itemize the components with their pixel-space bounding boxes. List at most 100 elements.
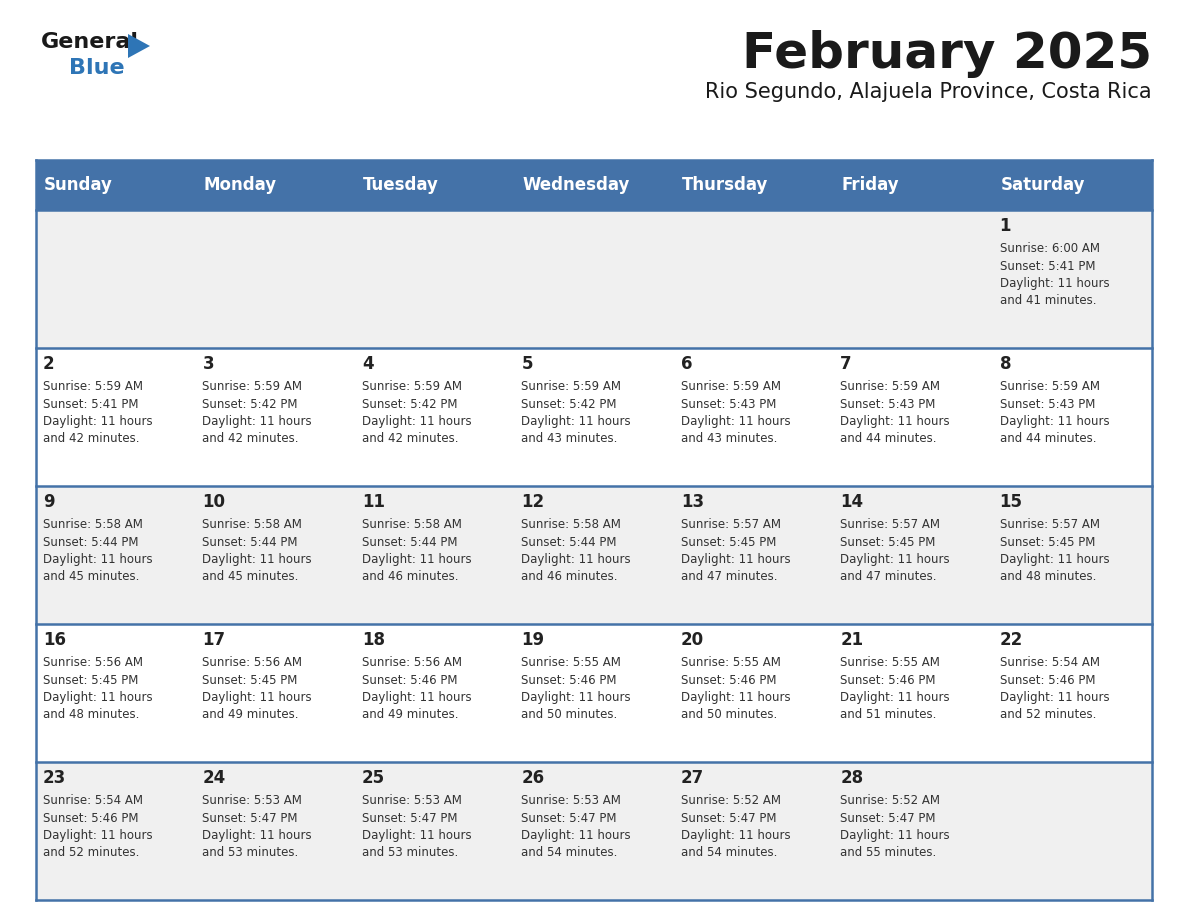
Text: Friday: Friday [841, 176, 899, 194]
Text: and 43 minutes.: and 43 minutes. [681, 432, 777, 445]
Text: Daylight: 11 hours: Daylight: 11 hours [522, 829, 631, 842]
Text: Daylight: 11 hours: Daylight: 11 hours [522, 691, 631, 704]
Text: Daylight: 11 hours: Daylight: 11 hours [840, 553, 949, 566]
Bar [674, 160, 833, 210]
Text: and 45 minutes.: and 45 minutes. [43, 570, 139, 584]
Text: and 55 minutes.: and 55 minutes. [840, 846, 936, 859]
Text: Daylight: 11 hours: Daylight: 11 hours [362, 553, 472, 566]
Text: 3: 3 [202, 355, 214, 373]
Bar [36, 160, 196, 210]
Text: 7: 7 [840, 355, 852, 373]
Text: and 50 minutes.: and 50 minutes. [681, 709, 777, 722]
Text: Rio Segundo, Alajuela Province, Costa Rica: Rio Segundo, Alajuela Province, Costa Ri… [706, 82, 1152, 102]
Text: 14: 14 [840, 493, 864, 511]
Text: Sunrise: 6:00 AM: Sunrise: 6:00 AM [999, 242, 1100, 255]
Text: and 52 minutes.: and 52 minutes. [999, 709, 1097, 722]
Bar [36, 348, 1152, 486]
Text: Sunrise: 5:56 AM: Sunrise: 5:56 AM [202, 656, 303, 669]
Text: 12: 12 [522, 493, 544, 511]
Text: 4: 4 [362, 355, 373, 373]
Bar [36, 624, 1152, 762]
Text: Sunrise: 5:57 AM: Sunrise: 5:57 AM [840, 518, 940, 531]
Text: Daylight: 11 hours: Daylight: 11 hours [362, 829, 472, 842]
Text: Daylight: 11 hours: Daylight: 11 hours [681, 829, 790, 842]
Text: and 47 minutes.: and 47 minutes. [840, 570, 936, 584]
Text: Sunset: 5:45 PM: Sunset: 5:45 PM [999, 535, 1095, 548]
Bar [36, 762, 1152, 900]
Text: Sunset: 5:47 PM: Sunset: 5:47 PM [522, 812, 617, 824]
Text: Daylight: 11 hours: Daylight: 11 hours [362, 415, 472, 428]
Text: 1: 1 [999, 217, 1011, 235]
Text: 5: 5 [522, 355, 532, 373]
Text: 17: 17 [202, 631, 226, 649]
Text: Sunrise: 5:59 AM: Sunrise: 5:59 AM [362, 380, 462, 393]
Text: and 44 minutes.: and 44 minutes. [840, 432, 936, 445]
Text: Sunset: 5:43 PM: Sunset: 5:43 PM [840, 397, 935, 410]
Text: Sunset: 5:47 PM: Sunset: 5:47 PM [681, 812, 776, 824]
Text: and 52 minutes.: and 52 minutes. [43, 846, 139, 859]
Text: 15: 15 [999, 493, 1023, 511]
Text: 25: 25 [362, 769, 385, 787]
Text: Sunrise: 5:52 AM: Sunrise: 5:52 AM [681, 794, 781, 807]
Text: Sunrise: 5:56 AM: Sunrise: 5:56 AM [362, 656, 462, 669]
Text: Sunrise: 5:59 AM: Sunrise: 5:59 AM [522, 380, 621, 393]
Text: and 42 minutes.: and 42 minutes. [202, 432, 299, 445]
Text: Daylight: 11 hours: Daylight: 11 hours [999, 277, 1110, 290]
Text: Sunset: 5:44 PM: Sunset: 5:44 PM [522, 535, 617, 548]
Text: Sunrise: 5:59 AM: Sunrise: 5:59 AM [840, 380, 940, 393]
Text: and 49 minutes.: and 49 minutes. [202, 709, 299, 722]
Text: and 45 minutes.: and 45 minutes. [202, 570, 299, 584]
Text: Sunrise: 5:59 AM: Sunrise: 5:59 AM [999, 380, 1100, 393]
Text: Sunset: 5:43 PM: Sunset: 5:43 PM [681, 397, 776, 410]
Text: 8: 8 [999, 355, 1011, 373]
Text: Tuesday: Tuesday [362, 176, 438, 194]
Text: Blue: Blue [69, 58, 125, 78]
Text: Sunrise: 5:57 AM: Sunrise: 5:57 AM [681, 518, 781, 531]
Text: Sunset: 5:44 PM: Sunset: 5:44 PM [43, 535, 139, 548]
Text: Sunrise: 5:58 AM: Sunrise: 5:58 AM [202, 518, 302, 531]
Text: Sunrise: 5:55 AM: Sunrise: 5:55 AM [522, 656, 621, 669]
Text: Daylight: 11 hours: Daylight: 11 hours [681, 691, 790, 704]
Text: Sunset: 5:43 PM: Sunset: 5:43 PM [999, 397, 1095, 410]
Text: Sunrise: 5:57 AM: Sunrise: 5:57 AM [999, 518, 1100, 531]
Text: Daylight: 11 hours: Daylight: 11 hours [999, 553, 1110, 566]
Text: Daylight: 11 hours: Daylight: 11 hours [202, 691, 312, 704]
Text: Sunset: 5:41 PM: Sunset: 5:41 PM [43, 397, 139, 410]
Text: Sunset: 5:46 PM: Sunset: 5:46 PM [840, 674, 936, 687]
Bar [992, 160, 1152, 210]
Text: Sunrise: 5:59 AM: Sunrise: 5:59 AM [681, 380, 781, 393]
Text: Daylight: 11 hours: Daylight: 11 hours [202, 415, 312, 428]
Text: Daylight: 11 hours: Daylight: 11 hours [202, 829, 312, 842]
Text: Sunset: 5:47 PM: Sunset: 5:47 PM [362, 812, 457, 824]
Text: 10: 10 [202, 493, 226, 511]
Text: Saturday: Saturday [1000, 176, 1085, 194]
Text: Sunrise: 5:59 AM: Sunrise: 5:59 AM [43, 380, 143, 393]
Text: Sunset: 5:47 PM: Sunset: 5:47 PM [202, 812, 298, 824]
Text: Sunrise: 5:54 AM: Sunrise: 5:54 AM [999, 656, 1100, 669]
Bar [514, 160, 674, 210]
Text: and 54 minutes.: and 54 minutes. [522, 846, 618, 859]
Bar [36, 486, 1152, 624]
Text: 6: 6 [681, 355, 693, 373]
Text: and 43 minutes.: and 43 minutes. [522, 432, 618, 445]
Text: 26: 26 [522, 769, 544, 787]
Text: 19: 19 [522, 631, 544, 649]
Text: Sunrise: 5:55 AM: Sunrise: 5:55 AM [840, 656, 940, 669]
Text: Sunrise: 5:58 AM: Sunrise: 5:58 AM [362, 518, 462, 531]
Bar [833, 160, 992, 210]
Text: Sunrise: 5:59 AM: Sunrise: 5:59 AM [202, 380, 303, 393]
Bar [355, 160, 514, 210]
Text: Sunset: 5:45 PM: Sunset: 5:45 PM [681, 535, 776, 548]
Bar [36, 210, 1152, 348]
Text: Sunrise: 5:53 AM: Sunrise: 5:53 AM [522, 794, 621, 807]
Text: and 50 minutes.: and 50 minutes. [522, 709, 618, 722]
Text: 13: 13 [681, 493, 703, 511]
Text: and 54 minutes.: and 54 minutes. [681, 846, 777, 859]
Text: Sunrise: 5:54 AM: Sunrise: 5:54 AM [43, 794, 143, 807]
Text: Sunset: 5:46 PM: Sunset: 5:46 PM [362, 674, 457, 687]
Text: 9: 9 [43, 493, 55, 511]
Text: Daylight: 11 hours: Daylight: 11 hours [522, 553, 631, 566]
Text: Sunrise: 5:56 AM: Sunrise: 5:56 AM [43, 656, 143, 669]
Text: Sunset: 5:44 PM: Sunset: 5:44 PM [202, 535, 298, 548]
Text: Sunset: 5:46 PM: Sunset: 5:46 PM [999, 674, 1095, 687]
